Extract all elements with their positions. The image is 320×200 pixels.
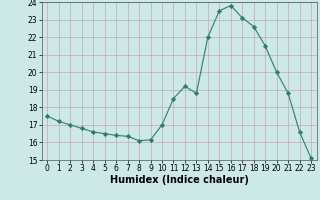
X-axis label: Humidex (Indice chaleur): Humidex (Indice chaleur) <box>110 175 249 185</box>
